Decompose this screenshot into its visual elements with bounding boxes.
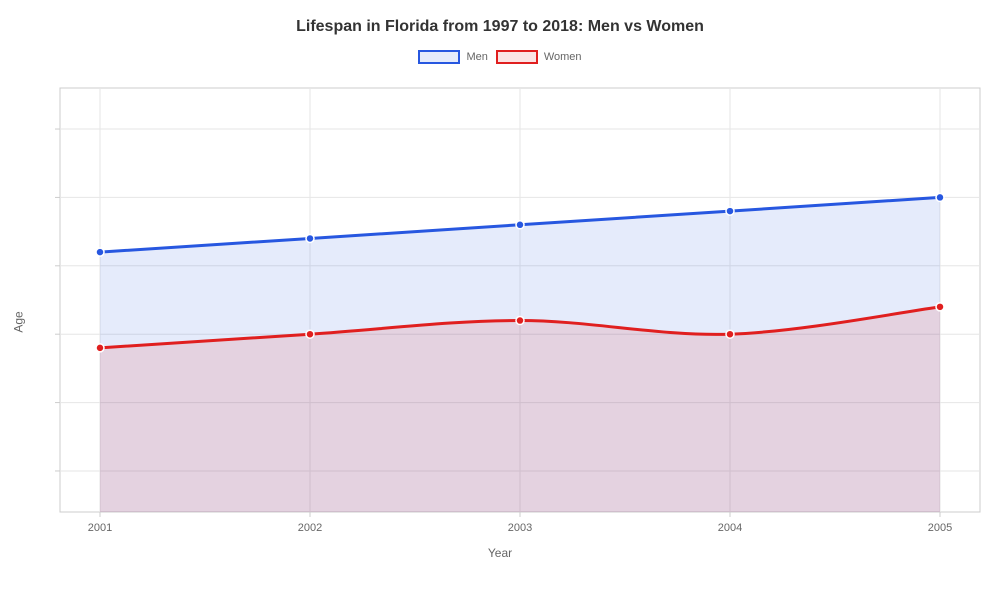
- x-tick-label: 2003: [508, 522, 532, 534]
- marker-series-0: [96, 248, 104, 256]
- x-tick-label: 2001: [88, 522, 112, 534]
- legend-label-men: Men: [466, 51, 487, 63]
- marker-series-0: [516, 221, 524, 229]
- x-tick-label: 2005: [928, 522, 952, 534]
- marker-series-0: [306, 234, 314, 242]
- legend-swatch-women: [496, 50, 538, 64]
- chart-title: Lifespan in Florida from 1997 to 2018: M…: [0, 0, 1000, 36]
- marker-series-0: [936, 193, 944, 201]
- legend-item-men: Men: [418, 50, 487, 64]
- marker-series-1: [936, 303, 944, 311]
- x-tick-label: 2002: [298, 522, 322, 534]
- x-axis-label: Year: [488, 546, 512, 560]
- marker-series-1: [96, 344, 104, 352]
- marker-series-0: [726, 207, 734, 215]
- marker-series-1: [726, 330, 734, 338]
- marker-series-1: [516, 317, 524, 325]
- y-axis-label: Age: [12, 311, 26, 332]
- chart-container: Lifespan in Florida from 1997 to 2018: M…: [0, 0, 1000, 600]
- legend-swatch-men: [418, 50, 460, 64]
- marker-series-1: [306, 330, 314, 338]
- legend: Men Women: [0, 50, 1000, 64]
- legend-item-women: Women: [496, 50, 582, 64]
- plot-area: Age 606570758085 20012002200320042005 Ye…: [0, 78, 1000, 566]
- chart-svg: [0, 78, 1000, 566]
- x-tick-label: 2004: [718, 522, 742, 534]
- legend-label-women: Women: [544, 51, 582, 63]
